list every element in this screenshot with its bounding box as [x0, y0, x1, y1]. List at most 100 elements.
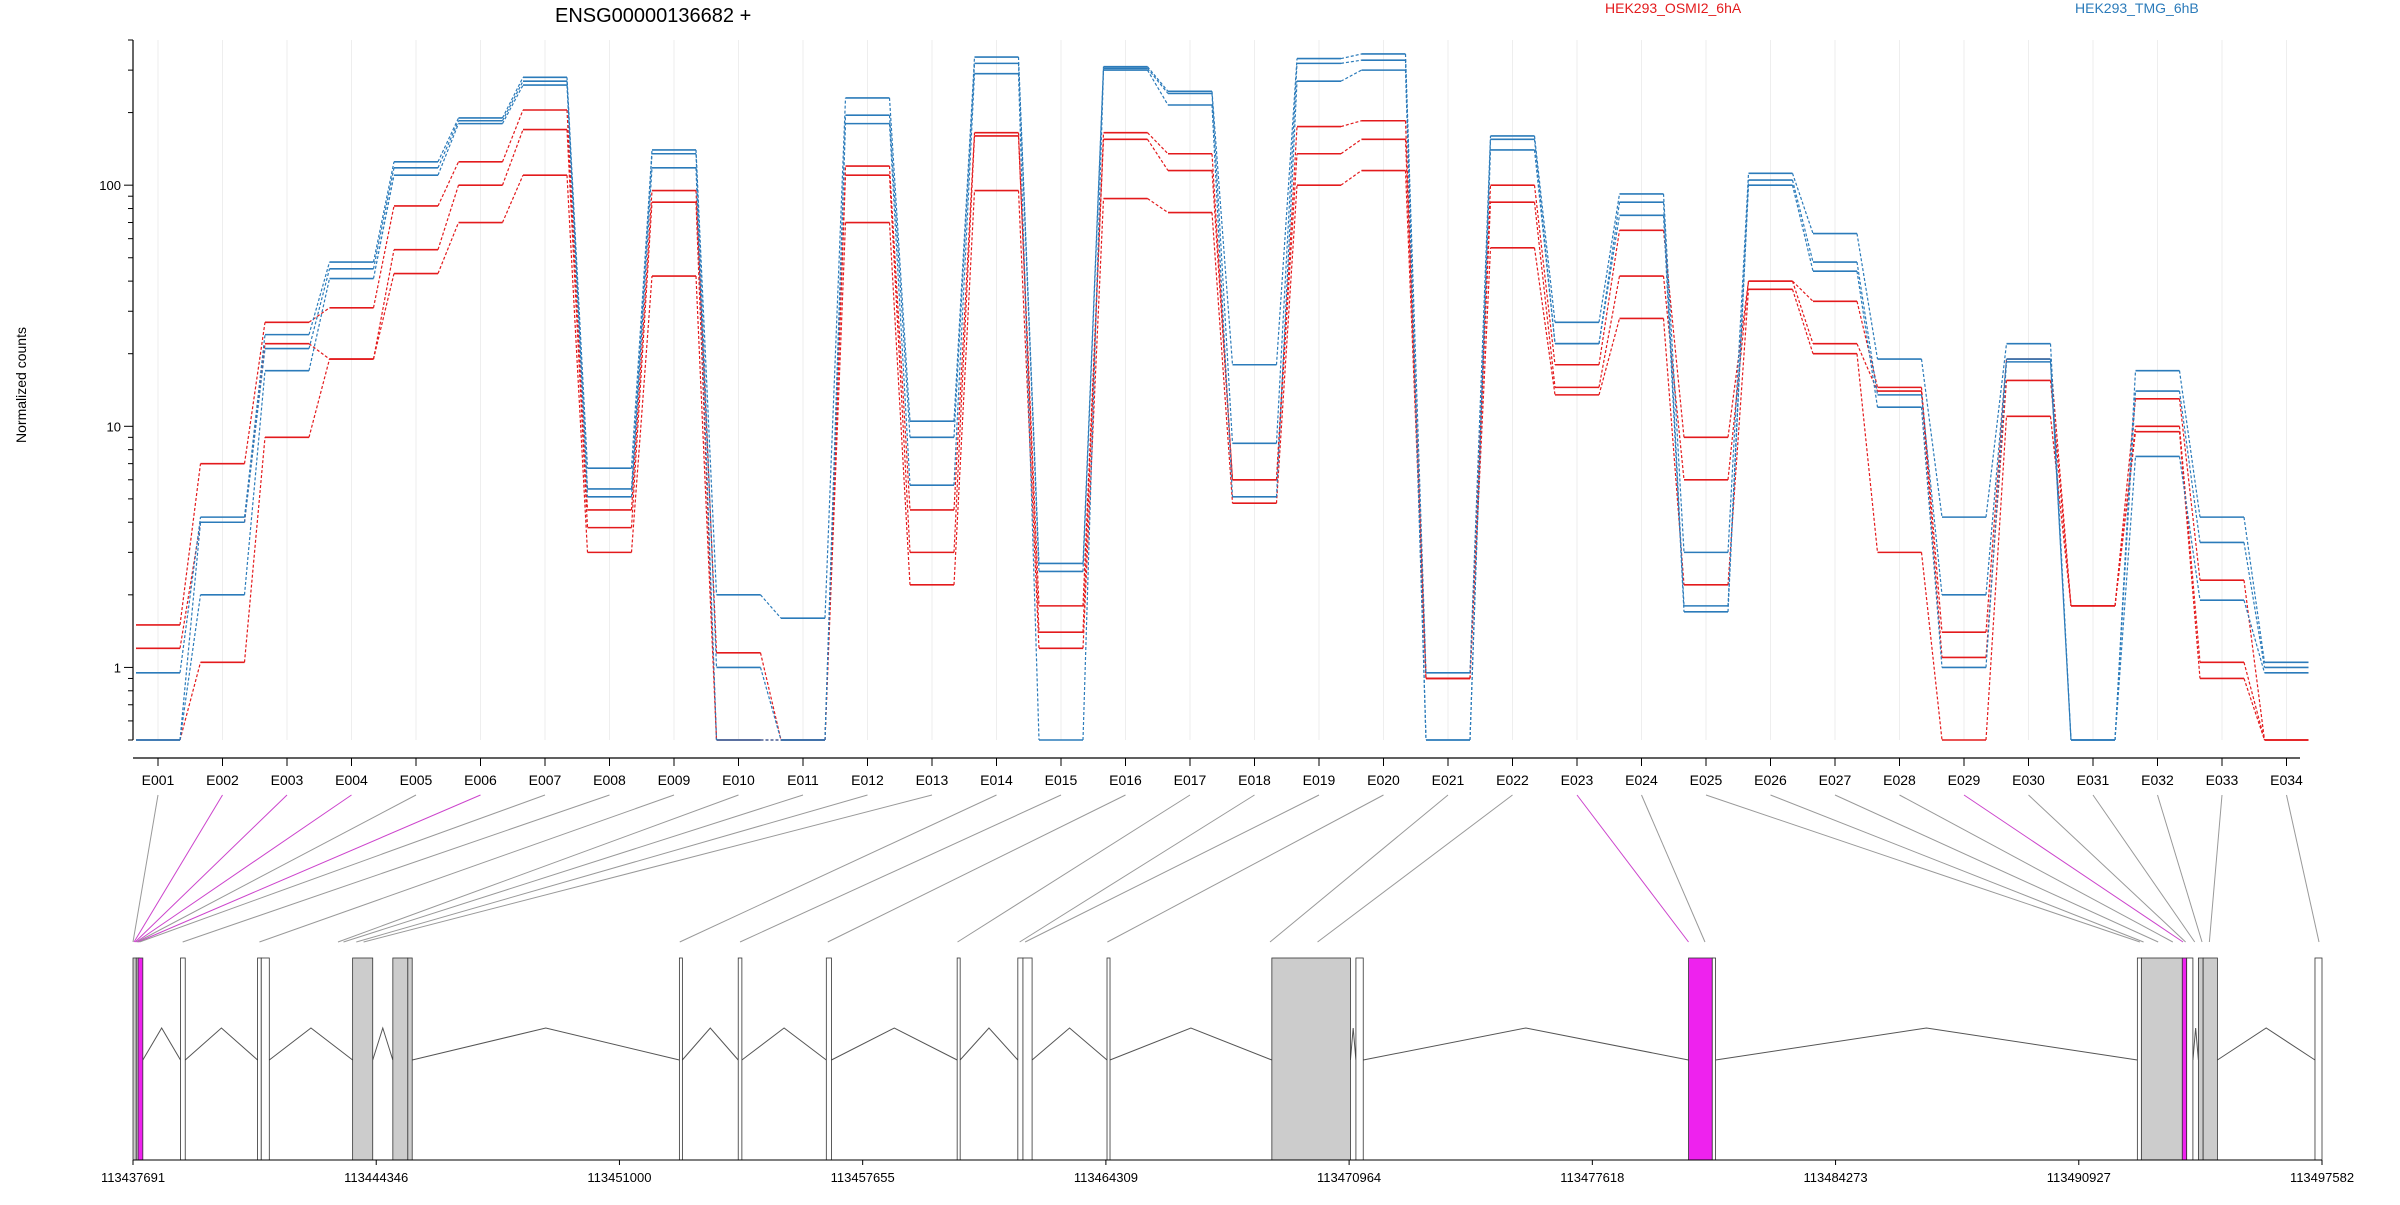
series-connector [1856, 233, 1879, 360]
legend-entry-osmi2: HEK293_OSMI2_6hA [1605, 0, 1742, 16]
series-connector [501, 80, 524, 122]
series-connector [1791, 289, 1814, 354]
series-connector [1340, 138, 1362, 155]
series-connector [1404, 170, 1427, 679]
exon-connector [363, 794, 933, 943]
series-connector [1275, 81, 1298, 497]
series-connector [1985, 359, 2008, 633]
series-connector [308, 268, 331, 349]
series-connector [1727, 281, 1750, 480]
series-connector [1340, 120, 1362, 128]
series-connector [760, 594, 782, 619]
exon-label-E019: E019 [1303, 772, 1336, 788]
exon-block-E023 [2181, 957, 2188, 1161]
series-connector [501, 109, 524, 163]
exon-connector [259, 794, 675, 943]
series-connector [1727, 173, 1750, 553]
exon-connector [132, 794, 159, 943]
exon-label-E020: E020 [1367, 772, 1400, 788]
exon-connector [2028, 794, 2186, 943]
series-connector [566, 129, 589, 528]
series-connector [179, 463, 202, 626]
series-connector [1275, 126, 1298, 480]
coordinate-ticks: 113437691 113444346 113451000 113457655 1134… [101, 1160, 2354, 1185]
intron [1109, 1027, 1273, 1061]
series-connector [1017, 73, 1040, 741]
exon-connector [1770, 794, 2144, 943]
intron [831, 1027, 958, 1061]
series-connector [1533, 149, 1556, 344]
series-connector [1598, 215, 1621, 344]
exon-label-E024: E024 [1625, 772, 1658, 788]
exon-connector [137, 794, 481, 943]
series-3 [136, 169, 2309, 741]
coordinate-label: 113437691 [101, 1170, 165, 1185]
series-connector [1017, 190, 1040, 649]
exon-block-E004 [180, 957, 186, 1161]
exon-connector [1641, 794, 1706, 943]
coordinate-label: 113484273 [1804, 1170, 1868, 1185]
series-connector [1662, 202, 1685, 606]
series-connector [372, 205, 395, 308]
exon-label-E021: E021 [1432, 772, 1465, 788]
exon-connector [1899, 794, 2174, 943]
exon-label-E004: E004 [335, 772, 368, 788]
exon-connector [136, 794, 417, 943]
series-connector [2178, 456, 2201, 601]
exon-connector [1269, 794, 1449, 943]
series-6 [136, 69, 2309, 741]
series-connector [1791, 173, 1814, 234]
exon-block-E015 [1022, 957, 1033, 1161]
exon-block-E020 [1711, 957, 1716, 1161]
series-connector [1598, 230, 1621, 365]
series-connector [1791, 280, 1814, 344]
series-connector [695, 153, 718, 668]
series-connector [2243, 580, 2266, 741]
intron [1031, 1027, 1108, 1061]
exon-label-E008: E008 [593, 772, 626, 788]
series-connector [1856, 301, 1879, 388]
exon-block-E027 [2314, 957, 2323, 1161]
series-connector [1727, 185, 1750, 612]
exon-connector [957, 794, 1191, 943]
series-connector [1340, 170, 1362, 186]
series-connector [501, 174, 524, 223]
exon-block-E019 [1688, 957, 1713, 1161]
series-connector [501, 77, 524, 119]
series-connector [1082, 68, 1105, 572]
series-connector [1791, 179, 1814, 263]
series-connector [308, 343, 330, 360]
series-connector [2178, 431, 2201, 679]
series-connector [1856, 353, 1879, 553]
series-connector [179, 517, 202, 673]
series-connector [2243, 517, 2266, 663]
exon-connectors [132, 794, 2320, 943]
series-connector [1985, 359, 2008, 595]
series-connector [1920, 387, 1943, 633]
y-tick-label: 10 [107, 419, 121, 434]
series-connector [953, 73, 976, 486]
y-tick-label: 100 [99, 178, 121, 193]
series-connector [1920, 552, 1943, 741]
series-connector [2178, 390, 2201, 543]
exon-block-E024 [2186, 957, 2194, 1161]
series-connector [372, 167, 395, 269]
series-connector [1920, 407, 1943, 668]
gene-model [132, 957, 2323, 1161]
exon-block-E014 [1017, 957, 1024, 1161]
exon-connector [2157, 794, 2203, 943]
series-connector [1598, 318, 1621, 396]
series-connector [372, 175, 395, 279]
series-connector [824, 175, 847, 741]
series-connector [1404, 70, 1427, 741]
series-connector [1275, 58, 1298, 365]
exon-block-E016 [1106, 957, 1111, 1161]
series-connector [1082, 139, 1105, 606]
intron [2192, 1027, 2199, 1061]
exon-label-E005: E005 [400, 772, 433, 788]
series-connector [1920, 394, 1943, 595]
series-connector [1147, 132, 1169, 155]
series-connector [1533, 135, 1556, 323]
exon-connector [1576, 794, 1689, 943]
exon-label-E025: E025 [1690, 772, 1723, 788]
